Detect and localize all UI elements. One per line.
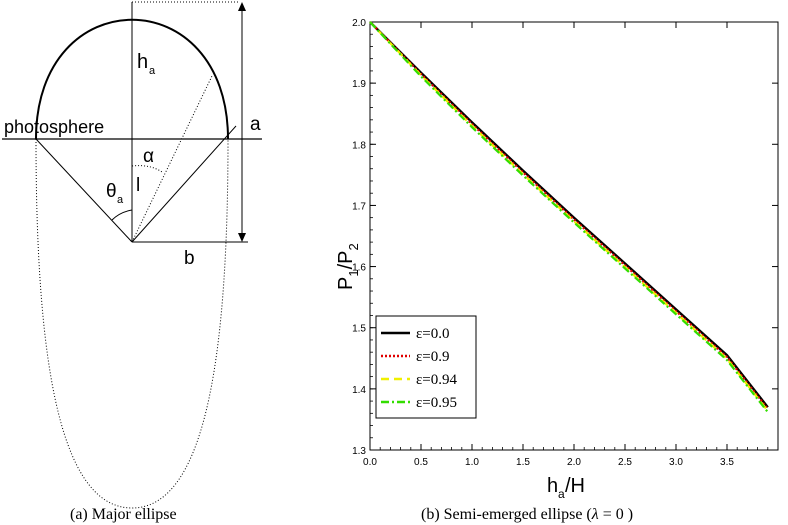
- x-axis-label-main: h: [547, 475, 558, 497]
- y-tick-label: 1.3: [352, 446, 366, 457]
- a-arrow-bottom: [238, 233, 246, 242]
- theta-arc: [111, 209, 133, 221]
- theta-label: θ: [106, 181, 117, 202]
- h-label: h: [137, 51, 148, 73]
- photosphere-label: photosphere: [4, 117, 104, 137]
- legend-items: ε=0.0 ε=0.9 ε=0.94 ε=0.95: [381, 326, 458, 411]
- y-tick-label: 1.5: [352, 324, 366, 335]
- series-lines: [369, 21, 769, 413]
- series-line-3: [369, 21, 769, 413]
- x-tick-label: 0.5: [414, 457, 428, 468]
- x-tick-label: 2.5: [618, 457, 632, 468]
- series-line-0: [369, 21, 769, 408]
- x-tick-label: 3.0: [669, 457, 683, 468]
- b-label: b: [184, 248, 195, 269]
- legend-label-3: ε=0.95: [416, 395, 457, 411]
- l-label: l: [136, 175, 140, 196]
- y-axis-label-sub2: 2: [346, 243, 361, 250]
- x-tick-label: 2.0: [567, 457, 581, 468]
- y-tick-label: 2.0: [352, 18, 366, 29]
- panel-a-caption: (a) Major ellipse: [70, 506, 177, 523]
- panel-b-chart: 0.0 0.5 1.0 1.5 2.0 2.5 3.0 3.5 1.3 1.4 1.5 1.6 1.7…: [335, 18, 779, 523]
- caption-lambda: λ: [591, 506, 599, 523]
- y-axis-label-mid: /P: [335, 251, 357, 270]
- legend-label-0: ε=0.0: [416, 326, 450, 342]
- y-axis-label-text: P1/P2: [335, 243, 361, 290]
- a-arrow-top: [238, 2, 246, 11]
- legend-label-2: ε=0.94: [416, 372, 458, 388]
- ellipse-lower-arc: [35, 138, 229, 509]
- y-tick-label: 1.6: [352, 263, 366, 274]
- x-ticks: 0.0 0.5 1.0 1.5 2.0 2.5 3.0 3.5: [363, 22, 769, 468]
- caption-post: = 0 ): [599, 506, 633, 523]
- legend: ε=0.0 ε=0.9 ε=0.94 ε=0.95: [375, 315, 477, 419]
- y-tick-label: 1.7: [352, 201, 366, 212]
- y-axis-label-sub1: 1: [346, 269, 361, 276]
- x-tick-label: 0.0: [363, 457, 377, 468]
- y-tick-label: 1.4: [352, 385, 366, 396]
- theta-subscript: a: [117, 194, 124, 206]
- left-radius-line: [35, 138, 133, 243]
- x-tick-label: 1.5: [516, 457, 530, 468]
- alpha-label: α: [143, 146, 154, 167]
- caption-pre: (b) Semi-emerged ellipse (: [421, 506, 592, 523]
- y-tick-label: 1.9: [352, 79, 366, 90]
- a-label: a: [250, 114, 261, 135]
- y-tick-label: 1.8: [352, 140, 366, 151]
- h-subscript: a: [149, 65, 156, 77]
- panel-b-caption: (b) Semi-emerged ellipse (λ = 0 ): [421, 506, 633, 523]
- y-ticks: 1.3 1.4 1.5 1.6 1.7 1.8 1.9 2.0: [352, 18, 778, 457]
- x-axis-label-rest: /H: [565, 475, 585, 497]
- y-axis-label-main: P: [335, 277, 357, 290]
- legend-label-1: ε=0.9: [416, 349, 450, 365]
- x-tick-label: 3.5: [720, 457, 734, 468]
- x-tick-label: 1.0: [465, 457, 479, 468]
- panel-a-diagram: h a photosphere a α l θ a b (a) Major el…: [2, 1, 262, 523]
- l-dotted-line: [131, 75, 213, 243]
- y-axis-label: P1/P2: [335, 243, 361, 290]
- right-radius-line: [131, 125, 237, 243]
- x-axis-label-sub: a: [558, 487, 565, 501]
